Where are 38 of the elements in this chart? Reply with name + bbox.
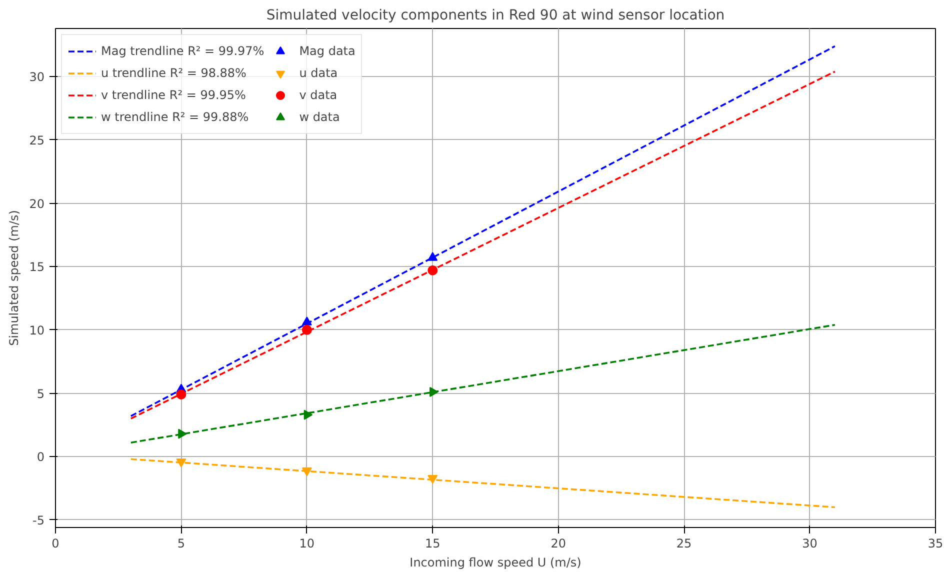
y-tick-label: 15: [29, 260, 45, 274]
x-tick-label: 35: [928, 536, 944, 550]
point: [178, 428, 187, 439]
point: [302, 316, 312, 326]
y-tick-label: 5: [36, 386, 45, 401]
legend-label: u trendline R² = 98.88%: [101, 66, 246, 80]
point: [176, 458, 186, 468]
point: [302, 324, 312, 335]
point: [428, 475, 438, 484]
point: [428, 252, 438, 261]
legend-label: v data: [299, 88, 338, 102]
point: [176, 390, 186, 400]
point: [430, 386, 438, 397]
legend-label: Mag trendline R² = 99.97%: [101, 44, 264, 58]
point: [304, 410, 313, 420]
point: [302, 467, 312, 476]
x-tick-label: 5: [177, 536, 186, 550]
chart-title: Simulated velocity components in Red 90 at wind sensor location: [266, 8, 725, 24]
x-tick-label: 15: [425, 536, 440, 550]
y-tick-label: 30: [29, 70, 45, 84]
y-tick-label: 25: [29, 133, 45, 148]
x-tick-label: 25: [676, 536, 692, 550]
y-tick-label: -5: [32, 513, 45, 528]
x-tick-label: 30: [802, 536, 818, 550]
y-tick-label: 0: [36, 450, 45, 464]
legend-label: v trendline R² = 99.95%: [101, 88, 246, 102]
y-tick-label: 10: [29, 323, 45, 338]
point: [428, 265, 438, 276]
x-tick-label: 20: [550, 536, 566, 550]
x-tick-label: 10: [299, 536, 315, 550]
y-axis-title: Simulated speed (m/s): [7, 210, 22, 346]
legend-label: u data: [299, 66, 338, 80]
legend-label: Mag data: [299, 44, 356, 58]
legend-label: w trendline R² = 99.88%: [101, 110, 249, 124]
x-axis-title: Incoming flow speed U (m/s): [410, 556, 582, 570]
x-tick-label: 0: [52, 536, 60, 550]
y-tick-label: 20: [29, 196, 45, 211]
legend-label: w data: [299, 110, 340, 124]
